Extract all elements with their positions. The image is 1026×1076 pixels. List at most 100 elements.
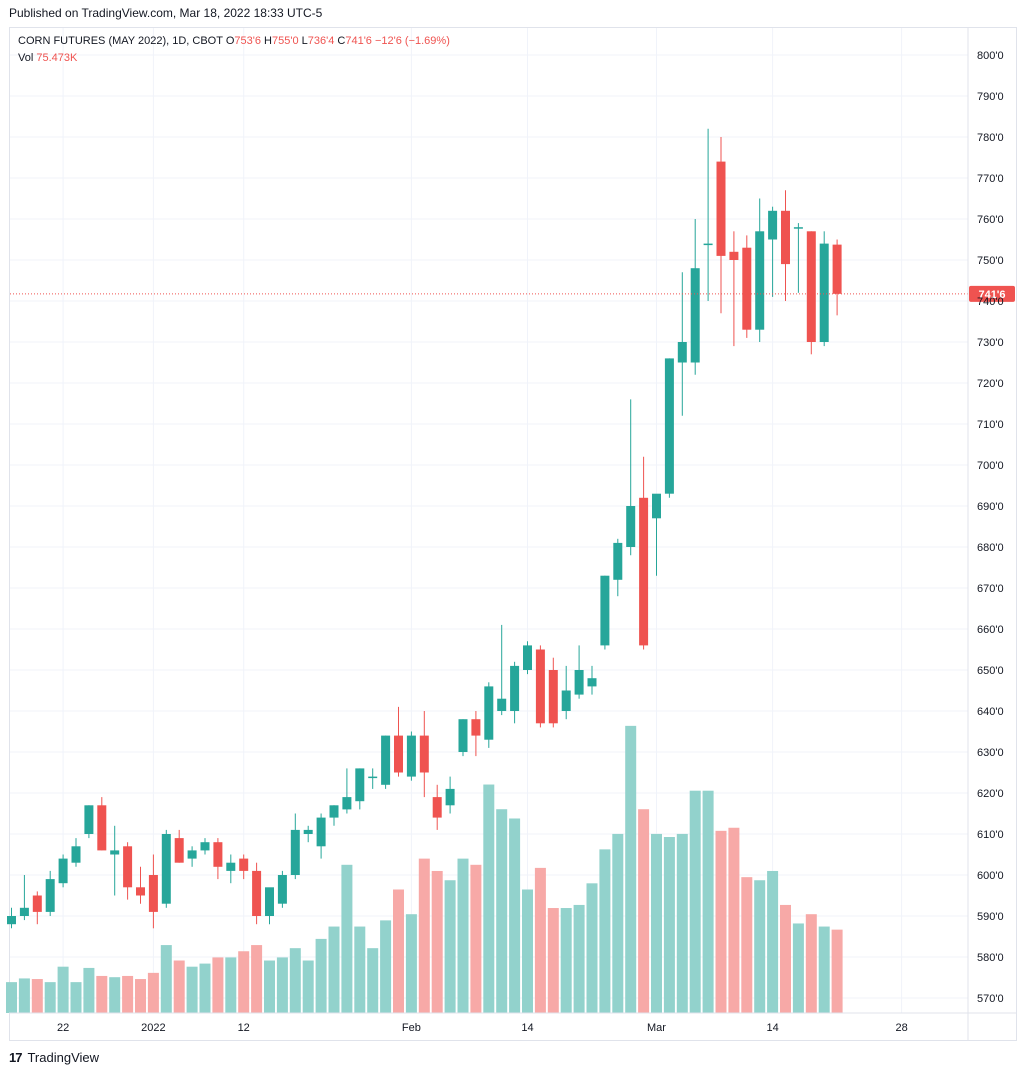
last-price-tag xyxy=(969,285,1015,302)
time-tick-label: 14 xyxy=(521,1022,533,1034)
volume-label: Vol xyxy=(18,52,34,64)
candle-body xyxy=(561,690,571,711)
candle-body xyxy=(406,735,416,777)
volume-bar xyxy=(573,904,585,1013)
time-tick-label: 2022 xyxy=(141,1022,165,1034)
volume-bar xyxy=(31,979,43,1013)
volume-bar xyxy=(380,920,392,1013)
volume-bar xyxy=(147,972,159,1013)
candle-body xyxy=(419,735,429,773)
candle-body xyxy=(277,875,287,904)
volume-bar xyxy=(496,809,508,1013)
volume-bar xyxy=(470,864,482,1013)
price-tick-label: 620'0 xyxy=(977,788,1004,800)
candles xyxy=(7,128,842,929)
volume-bar xyxy=(715,830,727,1013)
candle-body xyxy=(600,575,610,646)
candle-body xyxy=(458,719,468,752)
volume-bar xyxy=(315,938,327,1013)
volume-bar xyxy=(238,951,250,1013)
candle-body xyxy=(445,788,455,806)
price-tick-label: 720'0 xyxy=(977,378,1004,390)
volume-bar xyxy=(418,858,430,1013)
volume-bar xyxy=(831,929,843,1013)
volume-bar xyxy=(405,914,417,1013)
volume-bar xyxy=(780,904,791,1013)
candle-body xyxy=(587,678,597,687)
symbol-label: CORN FUTURES (MAY 2022), 1D, CBOT xyxy=(18,35,223,47)
price-tick-label: 590'0 xyxy=(977,911,1004,923)
candle-body xyxy=(535,649,545,724)
candle-body xyxy=(613,542,623,580)
candle-body xyxy=(7,916,16,925)
price-tick-label: 680'0 xyxy=(977,542,1004,554)
volume-bar xyxy=(754,880,766,1013)
volume-bar xyxy=(173,960,185,1013)
candle-body xyxy=(19,907,29,916)
close-label: C xyxy=(337,35,346,47)
candle-body xyxy=(174,838,184,863)
candle-body xyxy=(832,244,842,294)
candle-body xyxy=(639,497,649,646)
volume-bar xyxy=(264,960,275,1013)
volume-bar xyxy=(625,725,637,1013)
candle-body xyxy=(523,645,532,670)
candle-body xyxy=(432,797,442,818)
volume-bar xyxy=(199,963,211,1013)
price-tick-label: 640'0 xyxy=(977,706,1004,718)
candle-body xyxy=(368,776,378,779)
last-price-line: 741'6 xyxy=(10,285,1015,302)
volume-bar xyxy=(251,945,263,1013)
open-value: 753'6 xyxy=(234,35,261,47)
tradingview-footer[interactable]: 17 TradingView xyxy=(9,1050,99,1065)
price-tick-label: 630'0 xyxy=(977,747,1004,759)
time-tick-label: 28 xyxy=(895,1022,907,1034)
volume-bar xyxy=(44,982,56,1013)
candle-body xyxy=(84,805,94,834)
price-tick-label: 790'0 xyxy=(977,91,1004,103)
volume-value: 75.473K xyxy=(36,52,78,64)
candle-body xyxy=(110,850,120,855)
candle-body xyxy=(58,858,68,884)
low-label: L xyxy=(301,35,308,47)
candle-body xyxy=(148,875,158,912)
time-tick-label: 12 xyxy=(238,1022,250,1034)
candle-body xyxy=(626,506,636,547)
candle-body xyxy=(664,358,674,494)
change-value: −12'6 (−1.69%) xyxy=(374,35,450,47)
last-price-label: 741'6 xyxy=(978,289,1005,301)
volume-bar xyxy=(483,784,495,1013)
candle-body xyxy=(471,719,481,736)
candle-body xyxy=(213,842,223,867)
candle-body xyxy=(290,829,300,875)
volume-bar xyxy=(522,889,533,1013)
candle-body xyxy=(71,846,81,863)
volume-bar xyxy=(805,914,817,1013)
volume-bars xyxy=(6,725,843,1013)
candle-body xyxy=(123,846,133,888)
candle-body xyxy=(316,817,326,847)
candle-body xyxy=(768,210,778,240)
symbol-header: CORN FUTURES (MAY 2022), 1D, CBOT O753'6… xyxy=(18,35,450,47)
candle-body xyxy=(497,698,507,711)
time-tick-label: 14 xyxy=(766,1022,778,1034)
tradingview-logo-icon: 17 xyxy=(9,1050,23,1065)
candle-body xyxy=(716,161,726,256)
candle-body xyxy=(329,805,339,818)
candle-body xyxy=(793,227,803,229)
volume-bar xyxy=(638,809,650,1013)
volume-bar xyxy=(676,833,688,1013)
volume-bar xyxy=(599,849,611,1013)
candle-body xyxy=(97,805,107,851)
volume-bar xyxy=(18,978,30,1013)
tradingview-brand: TradingView xyxy=(27,1050,100,1065)
candle-body xyxy=(574,670,584,695)
volume-bar xyxy=(509,818,521,1013)
price-tick-label: 660'0 xyxy=(977,624,1004,636)
published-caption: Published on TradingView.com, Mar 18, 20… xyxy=(9,6,323,20)
candle-body xyxy=(781,210,790,265)
price-tick-label: 610'0 xyxy=(977,829,1004,841)
volume-bar xyxy=(767,870,779,1013)
price-tick-label: 670'0 xyxy=(977,583,1004,595)
